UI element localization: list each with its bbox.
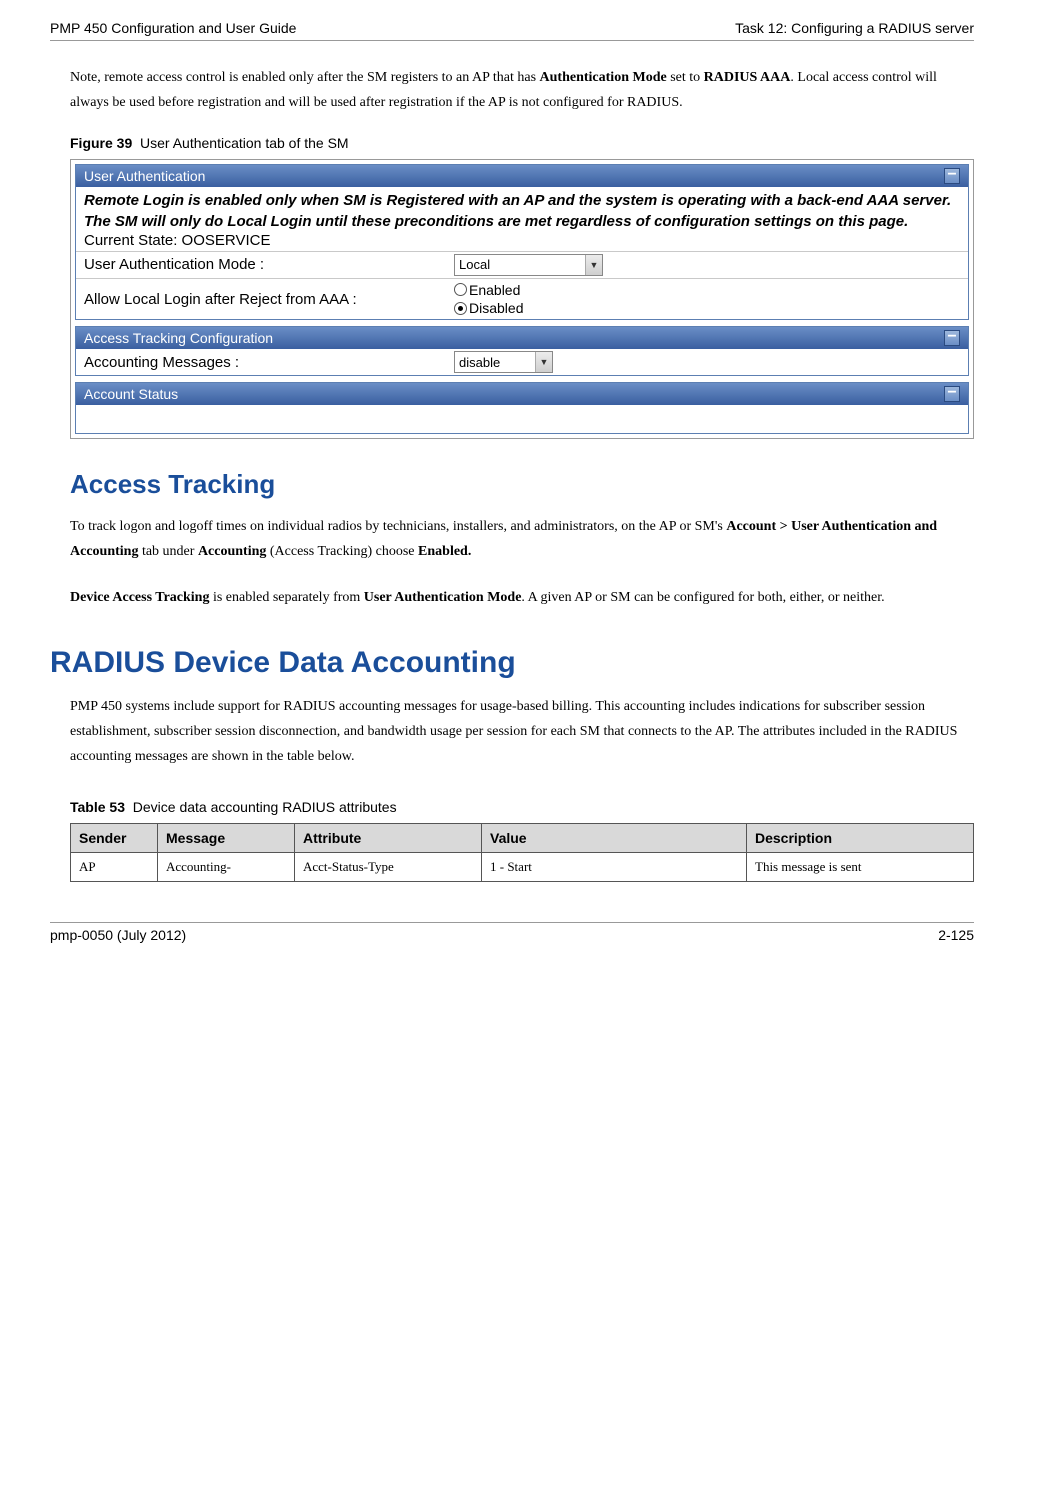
atc-acct-select[interactable]: disable ▼ bbox=[454, 351, 553, 373]
atc-acct-value: disable bbox=[455, 355, 535, 370]
figure-title: User Authentication tab of the SM bbox=[140, 135, 349, 151]
collapse-icon[interactable]: − bbox=[944, 168, 960, 184]
panel-header-atc[interactable]: Access Tracking Configuration − bbox=[76, 327, 968, 349]
table-cell: Accounting- bbox=[158, 853, 295, 882]
radius-p1: PMP 450 systems include support for RADI… bbox=[70, 694, 974, 770]
panel-title-atc: Access Tracking Configuration bbox=[84, 330, 273, 346]
radius-attributes-table: SenderMessageAttributeValueDescription A… bbox=[70, 823, 974, 882]
table-header: Description bbox=[747, 824, 974, 853]
table-caption: Table 53 Device data accounting RADIUS a… bbox=[70, 799, 974, 815]
ua-mode-value: Local bbox=[455, 257, 585, 272]
collapse-icon[interactable]: − bbox=[944, 330, 960, 346]
footer-right: 2-125 bbox=[938, 927, 974, 943]
panel-user-authentication: User Authentication − Remote Login is en… bbox=[75, 164, 969, 320]
ua-mode-label: User Authentication Mode : bbox=[84, 256, 454, 273]
table-cell: Acct-Status-Type bbox=[295, 853, 482, 882]
panel-access-tracking-config: Access Tracking Configuration − Accounti… bbox=[75, 326, 969, 376]
radio-enabled[interactable]: Enabled bbox=[454, 281, 523, 299]
collapse-icon[interactable]: − bbox=[944, 386, 960, 402]
ua-allow-label: Allow Local Login after Reject from AAA … bbox=[84, 291, 454, 308]
intro-paragraph: Note, remote access control is enabled o… bbox=[70, 65, 974, 115]
chevron-down-icon: ▼ bbox=[535, 352, 552, 372]
figure-caption: Figure 39 User Authentication tab of the… bbox=[70, 135, 974, 151]
table-header: Message bbox=[158, 824, 295, 853]
radio-enabled-label: Enabled bbox=[469, 281, 520, 299]
table-title: Device data accounting RADIUS attributes bbox=[133, 799, 397, 815]
footer-left: pmp-0050 (July 2012) bbox=[50, 927, 186, 943]
chevron-down-icon: ▼ bbox=[585, 255, 602, 275]
heading-radius: RADIUS Device Data Accounting bbox=[50, 646, 974, 680]
radio-icon bbox=[454, 283, 467, 296]
ua-state: Current State: OOSERVICE bbox=[76, 232, 968, 251]
atc-acct-label: Accounting Messages : bbox=[84, 354, 454, 371]
panel-body-as bbox=[76, 405, 968, 433]
panel-account-status: Account Status − bbox=[75, 382, 969, 434]
panel-header-as[interactable]: Account Status − bbox=[76, 383, 968, 405]
figure-number: Figure 39 bbox=[70, 135, 132, 151]
figure-panels: User Authentication − Remote Login is en… bbox=[70, 159, 974, 439]
panel-header-ua[interactable]: User Authentication − bbox=[76, 165, 968, 187]
header-right: Task 12: Configuring a RADIUS server bbox=[735, 20, 974, 36]
radio-icon bbox=[454, 302, 467, 315]
table-header: Sender bbox=[71, 824, 158, 853]
panel-title-as: Account Status bbox=[84, 386, 178, 402]
radio-disabled-label: Disabled bbox=[469, 299, 523, 317]
access-tracking-p1: To track logon and logoff times on indiv… bbox=[70, 514, 974, 564]
ua-note: Remote Login is enabled only when SM is … bbox=[76, 187, 968, 232]
panel-title-ua: User Authentication bbox=[84, 168, 205, 184]
table-cell: This message is sent bbox=[747, 853, 974, 882]
header-left: PMP 450 Configuration and User Guide bbox=[50, 20, 296, 36]
table-cell: 1 - Start bbox=[482, 853, 747, 882]
table-header: Value bbox=[482, 824, 747, 853]
table-header: Attribute bbox=[295, 824, 482, 853]
access-tracking-p2: Device Access Tracking is enabled separa… bbox=[70, 585, 974, 610]
table-row: APAccounting-Acct-Status-Type1 - StartTh… bbox=[71, 853, 974, 882]
table-cell: AP bbox=[71, 853, 158, 882]
radio-disabled[interactable]: Disabled bbox=[454, 299, 523, 317]
table-number: Table 53 bbox=[70, 799, 125, 815]
ua-mode-select[interactable]: Local ▼ bbox=[454, 254, 603, 276]
heading-access-tracking: Access Tracking bbox=[70, 469, 974, 500]
